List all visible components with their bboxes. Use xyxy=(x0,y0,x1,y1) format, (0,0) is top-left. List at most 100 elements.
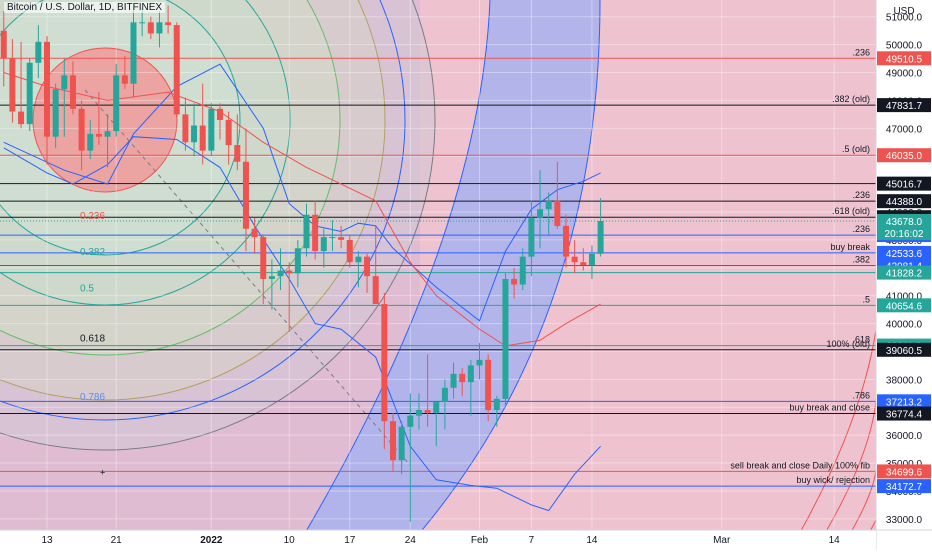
level-annotation: buy break and close xyxy=(789,403,870,413)
candle-body xyxy=(156,22,163,34)
candle-body xyxy=(329,237,336,239)
candle xyxy=(511,267,518,299)
candle xyxy=(467,359,474,416)
price-tag-label: 45016.7 xyxy=(886,180,923,191)
candle-body xyxy=(364,256,371,277)
time-axis-background xyxy=(0,530,876,550)
candle xyxy=(69,61,76,115)
price-tag xyxy=(877,176,931,191)
price-tag xyxy=(877,194,931,209)
candle-body xyxy=(113,75,120,132)
candle xyxy=(78,100,85,171)
currency-label: USD xyxy=(893,6,914,17)
fib-trend-line xyxy=(84,89,411,466)
fib-arc-outer xyxy=(306,0,491,530)
time-tick-label: 10 xyxy=(284,535,296,546)
fib-arc-far-1 xyxy=(800,329,876,530)
candle xyxy=(147,16,154,40)
candle-body xyxy=(433,401,440,413)
candle xyxy=(338,225,345,249)
fib-ratio-label: 0.5 xyxy=(80,283,94,294)
fib-circle-ring xyxy=(0,0,406,421)
candle xyxy=(18,41,25,129)
candle-body xyxy=(95,133,102,137)
candle-body xyxy=(372,276,379,305)
candle xyxy=(571,239,578,274)
candle-body xyxy=(234,145,241,162)
level-labels-layer: 0.236 0.382 0.5 0.618 0.786 + .236 .382 (old) .5… xyxy=(80,47,870,485)
candle xyxy=(294,239,301,288)
price-tag xyxy=(877,148,931,163)
candle xyxy=(139,8,146,37)
candle-body xyxy=(580,262,587,265)
candle-body xyxy=(467,365,474,383)
price-tag-label: 41828.2 xyxy=(886,269,923,280)
candle xyxy=(485,354,492,422)
candle-body xyxy=(597,220,604,254)
moving-average-line xyxy=(3,72,601,347)
level-annotation: .236 xyxy=(852,190,870,200)
lower-band-line xyxy=(3,136,601,512)
time-tick-label: 7 xyxy=(529,535,535,546)
price-tag-label: 42533.6 xyxy=(886,249,923,260)
candle xyxy=(528,200,535,277)
time-tick-label: 13 xyxy=(41,535,53,546)
candle-body xyxy=(588,253,595,265)
candle-body xyxy=(493,398,500,411)
candle xyxy=(277,248,284,291)
candle-body xyxy=(407,415,414,427)
candle-body xyxy=(165,22,172,26)
candle-body xyxy=(26,62,33,125)
candle-body xyxy=(139,22,146,24)
candle-body xyxy=(519,256,526,285)
candle xyxy=(329,220,336,252)
price-tag-label: 34699.6 xyxy=(886,467,923,478)
candle xyxy=(320,228,327,268)
level-annotation: 100% (old) xyxy=(826,339,870,349)
price-tag-label: 36774.4 xyxy=(886,410,923,421)
candle-body xyxy=(182,114,189,143)
candle-body xyxy=(260,237,267,279)
candle xyxy=(554,161,561,229)
fib-circle-fill xyxy=(33,48,177,192)
candle-body xyxy=(9,58,16,112)
candle-body xyxy=(199,125,206,151)
candle xyxy=(424,354,431,427)
price-tick-label: 47000.0 xyxy=(886,124,923,135)
level-annotation: buy wick/ rejection xyxy=(796,475,870,485)
time-tick-label: 14 xyxy=(586,535,598,546)
time-tick-label: Feb xyxy=(471,535,489,546)
candle xyxy=(0,11,7,87)
candle xyxy=(44,36,50,165)
candle xyxy=(381,292,388,450)
candle xyxy=(580,248,587,271)
fib-circle-ring xyxy=(0,0,341,356)
candle-body xyxy=(173,25,180,115)
candle-body xyxy=(0,30,7,59)
candle-body xyxy=(147,22,154,34)
candle-body xyxy=(545,200,552,210)
candle-body xyxy=(312,214,319,252)
price-tag-label: 34172.7 xyxy=(886,482,923,493)
price-tag xyxy=(877,464,931,479)
candle xyxy=(545,192,552,235)
fib-ratio-label: 0.382 xyxy=(80,247,105,258)
fib-ratio-label: 0.618 xyxy=(80,334,105,345)
candle xyxy=(95,92,102,146)
candle xyxy=(433,401,440,447)
candle xyxy=(415,393,422,430)
candle xyxy=(9,39,16,123)
candle-body xyxy=(511,278,518,285)
price-tick-label: 36000.0 xyxy=(886,431,923,442)
candle xyxy=(476,343,483,380)
candle-body xyxy=(242,161,249,229)
candle xyxy=(217,103,223,140)
candle xyxy=(364,253,371,293)
candle-body xyxy=(502,278,509,399)
candle-body xyxy=(459,373,466,383)
candle xyxy=(268,259,275,310)
candle xyxy=(407,393,414,522)
price-tag xyxy=(877,51,931,66)
